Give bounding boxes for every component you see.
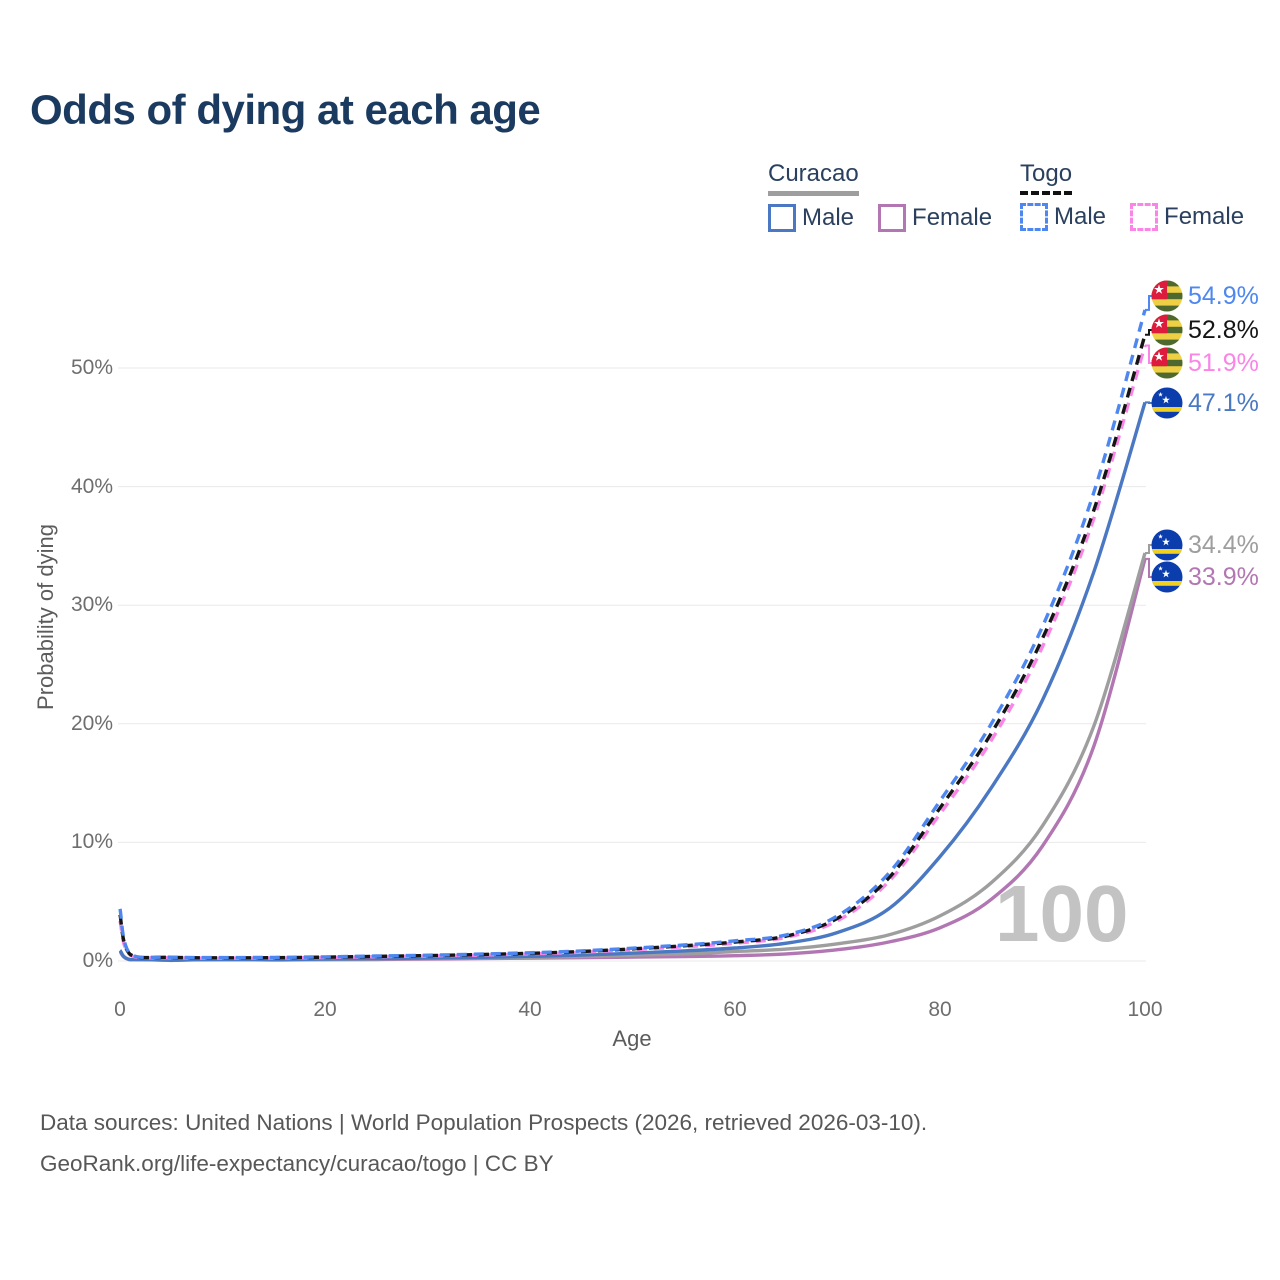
x-tick-60: 60 xyxy=(723,998,747,1021)
y-tick-20%: 20% xyxy=(70,711,113,735)
series-line-curacao-male xyxy=(118,401,1147,963)
legend-item-togo-male[interactable]: Male xyxy=(1020,203,1106,231)
end-label-connector-curacao-female xyxy=(1145,557,1153,578)
end-label-value: 47.1% xyxy=(1188,388,1259,417)
end-label-connector-curacao-male xyxy=(1145,401,1153,404)
x-tick-20: 20 xyxy=(313,998,337,1021)
togo-male-swatch-icon xyxy=(1020,203,1048,231)
legend-label-curacao-male: Male xyxy=(802,204,855,231)
footer: Data sources: United Nations | World Pop… xyxy=(40,1102,927,1184)
age-counter-watermark: 100 xyxy=(995,869,1129,958)
legend-header-togo[interactable]: Togo xyxy=(1020,160,1073,195)
togo-flag-icon xyxy=(1151,280,1183,312)
x-tick-80: 80 xyxy=(928,998,952,1021)
end-label-togo: 52.8% xyxy=(1151,314,1259,346)
y-tick-10%: 10% xyxy=(70,830,113,854)
y-tick-40%: 40% xyxy=(70,474,113,498)
legend-header-curacao[interactable]: Curacao xyxy=(768,160,859,196)
end-label-curacao: 34.4% xyxy=(1151,529,1259,561)
series-line-togo-female xyxy=(118,345,1147,960)
curacao-flag-icon xyxy=(1151,387,1183,419)
y-tick-30%: 30% xyxy=(70,593,113,617)
togo-female-swatch-icon xyxy=(1130,203,1159,231)
end-label-value: 54.9% xyxy=(1188,281,1259,310)
curacao-female-swatch-icon xyxy=(878,204,907,232)
legend-label-curacao-female: Female xyxy=(912,204,993,231)
end-label-value: 33.9% xyxy=(1188,562,1259,591)
togo-flag-icon xyxy=(1151,347,1183,379)
legend-row-curacao: Male Female xyxy=(768,204,992,232)
legend-label-togo-male: Male xyxy=(1054,203,1107,230)
end-label-togo-female: 51.9% xyxy=(1151,347,1259,379)
x-axis-title: Age xyxy=(612,1026,652,1051)
legend-group-curacao: Curacao Male Female xyxy=(768,160,992,232)
end-label-connector-togo xyxy=(1145,329,1153,336)
footer-attribution: GeoRank.org/life-expectancy/curacao/togo… xyxy=(40,1151,554,1176)
series-line-curacao-female xyxy=(118,558,1147,963)
legend-label-togo-female: Female xyxy=(1164,203,1245,230)
footer-data-sources: Data sources: United Nations | World Pop… xyxy=(40,1110,928,1135)
end-label-connector-togo-male xyxy=(1145,295,1153,311)
curacao-male-swatch-icon xyxy=(768,204,796,232)
legend-group-togo: Togo Male Female xyxy=(1020,160,1244,231)
page-title: Odds of dying at each age xyxy=(30,86,541,133)
legend-item-curacao-male[interactable]: Male xyxy=(768,204,854,232)
end-label-curacao-male: 47.1% xyxy=(1151,387,1259,419)
x-tick-0: 0 xyxy=(114,998,126,1021)
end-label-value: 52.8% xyxy=(1188,315,1259,344)
y-tick-50%: 50% xyxy=(70,356,113,379)
curacao-flag-icon xyxy=(1151,529,1183,561)
x-tick-100: 100 xyxy=(1127,998,1163,1021)
togo-flag-icon xyxy=(1151,314,1183,346)
end-label-value: 34.4% xyxy=(1188,530,1259,559)
series-line-togo-male xyxy=(118,309,1147,960)
y-tick-0%: 0% xyxy=(82,949,113,972)
legend-item-curacao-female[interactable]: Female xyxy=(878,204,992,232)
legend-item-togo-female[interactable]: Female xyxy=(1130,203,1244,231)
end-label-connector-curacao xyxy=(1145,544,1153,554)
x-tick-40: 40 xyxy=(518,998,542,1021)
end-label-togo-male: 54.9% xyxy=(1151,280,1259,312)
series-line-togo xyxy=(118,334,1147,960)
legend-row-togo: Male Female xyxy=(1020,203,1244,231)
end-label-curacao-female: 33.9% xyxy=(1151,561,1259,593)
end-label-connector-togo-female xyxy=(1145,344,1153,364)
curacao-flag-icon xyxy=(1151,561,1183,593)
end-label-value: 51.9% xyxy=(1188,348,1259,377)
